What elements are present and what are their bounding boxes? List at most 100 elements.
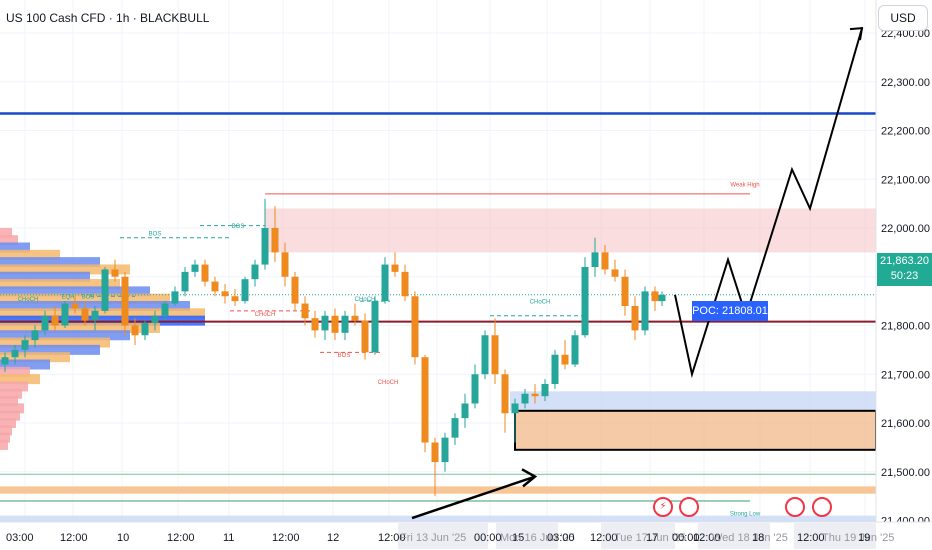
annotation-label: BOS [149, 231, 162, 237]
time-axis-date-box [698, 523, 770, 549]
candle-body [101, 269, 109, 311]
candle-body [41, 315, 49, 331]
candle-body [121, 276, 129, 326]
volume-profile-bar [0, 366, 30, 377]
volume-profile-bar [0, 418, 16, 428]
us-flag-event-icon[interactable] [679, 497, 699, 517]
candle-body [51, 315, 59, 326]
zone-orange_band_2 [0, 486, 876, 494]
candle-body [571, 335, 579, 365]
candle-body [261, 228, 269, 265]
zone-demand_orange [515, 410, 876, 450]
candle-body [151, 315, 159, 324]
candle-body [171, 291, 179, 304]
price-tick-label: 21,500.00 [881, 467, 930, 479]
annotation-label: CHoCH [355, 297, 376, 303]
trend-arrow-line [411, 475, 536, 520]
candle-body [501, 374, 509, 414]
volume-profile-bar [0, 286, 150, 297]
volume-profile-bar [0, 330, 130, 341]
volume-profile-bar [0, 359, 50, 370]
zone-layer [0, 208, 877, 540]
volume-profile-bar [0, 257, 100, 268]
candle-body [201, 264, 209, 282]
candle-body [521, 393, 529, 404]
volume-profile-bar [0, 352, 70, 363]
candle-body [551, 354, 559, 384]
annotations: BOS BOS CHoCH EQH BOS CHoCH CHoCH BOS CHoCH CHoCH… [18, 183, 761, 518]
candle-body [131, 325, 139, 336]
time-tick-label: 12:00 [797, 532, 825, 544]
candle-body [561, 354, 569, 365]
countdown-timer: 50:23 [890, 270, 919, 282]
volume-profile-bar [0, 279, 120, 290]
time-tick-label: 00:00 [474, 532, 502, 544]
candle-body [161, 303, 169, 316]
candle-body [511, 403, 519, 414]
annotation-label: CHoCH [255, 312, 276, 318]
candle-body [71, 303, 79, 309]
time-tick-label: 11 [223, 532, 234, 544]
candle-body [371, 301, 379, 353]
price-tick-label: 22,300.00 [881, 77, 930, 89]
price-tick-label: 21,700.00 [881, 369, 930, 381]
lightning-event-icon[interactable]: ⚡ [653, 497, 673, 517]
candle-body [658, 294, 666, 302]
time-tick-label: Wed 18 Jun '25 [712, 532, 788, 544]
volume-profile-bar [0, 388, 22, 399]
volume-profile-bar [0, 374, 40, 385]
volume-profile-bar [0, 425, 12, 436]
time-tick-label: Mon 16 Jun '25 [500, 532, 575, 544]
zone-demand_blue [510, 391, 876, 411]
grid-layer [0, 0, 876, 522]
time-tick-label: 12:00 [378, 532, 406, 544]
candle-body [611, 269, 619, 277]
zone-supply [265, 208, 876, 253]
candle-body [441, 437, 449, 462]
annotation-label: Weak High [730, 183, 759, 189]
time-tick-label: 12:00 [590, 532, 618, 544]
candle-body [241, 279, 249, 302]
candle-body [411, 296, 419, 358]
volume-profile-bar [0, 227, 12, 238]
price-tick-label: 22,100.00 [881, 174, 930, 186]
price-tick-label: 22,400.00 [881, 28, 930, 40]
candle-body [1, 357, 9, 365]
time-tick-label: 03:00 [547, 532, 575, 544]
candle-body [81, 308, 89, 321]
candle-body [461, 403, 469, 419]
candle-body [401, 271, 409, 297]
price-tick-label: 21,600.00 [881, 418, 930, 430]
projection-arrowhead [849, 27, 864, 41]
candle-body [31, 330, 39, 341]
candle-body [541, 384, 549, 397]
candle-body [481, 335, 489, 375]
candle-body [391, 264, 399, 272]
volume-profile-bar [0, 264, 130, 275]
candle-body [251, 264, 259, 280]
us-flag-event-icon[interactable] [785, 497, 805, 517]
volume-profile-bar [0, 235, 18, 246]
us-flag-event-icon[interactable] [812, 497, 832, 517]
currency-button[interactable]: USD [878, 5, 928, 31]
candle-body [141, 323, 149, 336]
time-axis-date-box [398, 523, 488, 549]
candle-body [91, 310, 99, 321]
price-tick-label: 21,800.00 [881, 321, 930, 333]
time-tick-label: Thu 19 Jun '25 [822, 532, 894, 544]
time-tick-label: 12:00 [60, 532, 88, 544]
candle-body [451, 418, 459, 438]
candle-body [221, 291, 229, 297]
candle-body [351, 315, 359, 321]
volume-profile-bar [0, 322, 160, 333]
candle-body [381, 264, 389, 302]
volume-profile-bar [0, 242, 30, 253]
candle-body [231, 296, 239, 302]
annotation-label: BOS [82, 295, 95, 301]
poc-label: POC: 21808.01 [692, 301, 768, 321]
time-tick-label: 15 [512, 532, 524, 544]
time-axis-date-box [794, 523, 876, 549]
candle-body [211, 281, 219, 292]
